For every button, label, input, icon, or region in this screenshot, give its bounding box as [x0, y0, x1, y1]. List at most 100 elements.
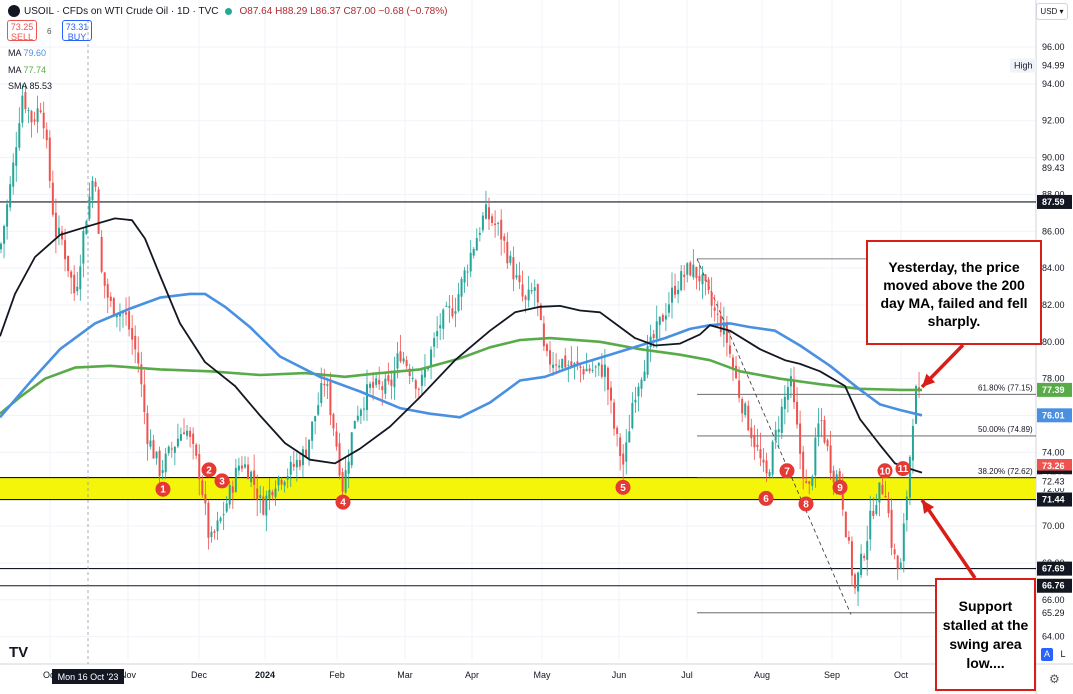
candle-body	[94, 181, 97, 187]
currency-selector[interactable]: USD ▾	[1036, 3, 1068, 20]
symbol-title[interactable]: USOIL · CFDs on WTI Crude Oil · 1D · TVC	[24, 5, 219, 17]
candle-body	[875, 505, 878, 514]
candle-body	[753, 434, 756, 448]
marker-label: 7	[784, 466, 790, 477]
candle-body	[759, 449, 762, 459]
candle-body	[884, 495, 887, 498]
candle-body	[616, 427, 619, 434]
candle-body	[915, 386, 917, 424]
candle-body	[198, 454, 201, 480]
ma-black-line	[0, 217, 923, 474]
price-tag-bg	[1037, 408, 1072, 423]
legend-ma1[interactable]: MA 79.60	[8, 48, 46, 58]
candle-body	[475, 238, 478, 251]
price-tag-bg	[1037, 605, 1072, 620]
x-tick-label: Mar	[397, 670, 413, 680]
marker-label: 3	[219, 476, 225, 487]
marker-label: 5	[620, 483, 626, 494]
candle-body	[549, 350, 551, 365]
gear-icon[interactable]: ⚙	[1049, 672, 1060, 686]
legend-sma[interactable]: SMA 85.53	[8, 81, 52, 91]
candle-body	[146, 413, 149, 445]
candle-body	[54, 212, 57, 238]
candle-body	[637, 386, 640, 397]
candle-body	[491, 216, 494, 223]
marker-circle	[779, 463, 795, 479]
candle-body	[881, 484, 884, 494]
support-band	[0, 477, 1036, 500]
marker-label: 11	[898, 464, 909, 475]
candle-body	[716, 313, 719, 315]
log-scale-button[interactable]: L	[1060, 649, 1066, 659]
candle-body	[860, 553, 863, 576]
candle-body	[225, 503, 228, 512]
candle-body	[237, 465, 240, 471]
candle-body	[128, 311, 131, 330]
candle-body	[744, 403, 747, 415]
candle-body	[695, 266, 698, 279]
candle-body	[347, 461, 350, 474]
candle-body	[155, 451, 158, 459]
candle-body	[359, 409, 362, 416]
candle-body	[506, 241, 509, 264]
candle-body	[771, 441, 774, 475]
marker-circle	[214, 473, 230, 489]
buy-button[interactable]: 73.31 BUY	[62, 20, 92, 42]
candle-body	[15, 147, 18, 166]
x-tick-label: Dec	[191, 670, 208, 680]
candle-body	[57, 227, 60, 235]
y-tick-label: 64.00	[1042, 632, 1065, 642]
candle-body	[408, 368, 411, 377]
marker-circle	[877, 463, 893, 479]
candle-body	[161, 469, 164, 474]
candle-body	[463, 270, 466, 283]
candle-body	[850, 541, 853, 576]
oil-symbol-icon	[8, 5, 20, 17]
candle-body	[500, 219, 503, 240]
candle-body	[896, 555, 899, 569]
candle-body	[610, 387, 612, 401]
candle-body	[189, 430, 192, 437]
candle-body	[838, 471, 841, 484]
cursor-date: Mon 16 Oct '23	[58, 672, 119, 682]
candle-body	[396, 353, 399, 369]
candle-body	[430, 349, 433, 367]
candle-body	[109, 296, 112, 302]
candle-body	[97, 189, 100, 234]
candle-body	[872, 510, 875, 516]
x-tick-label: Oct	[43, 670, 58, 680]
candle-body	[466, 271, 469, 273]
candle-body	[158, 450, 161, 477]
candle-body	[247, 464, 250, 480]
candle-body	[250, 471, 253, 483]
candle-body	[777, 429, 780, 433]
marker-label: 4	[340, 498, 346, 509]
candle-body	[847, 536, 850, 541]
legend-ma2[interactable]: MA 77.74	[8, 65, 46, 75]
candle-body	[902, 523, 905, 562]
candle-body	[51, 182, 54, 215]
candle-body	[561, 358, 564, 369]
price-tag: 71.44	[1042, 495, 1065, 505]
candle-body	[265, 495, 268, 516]
annotation-arrow-2-head	[922, 500, 935, 514]
sell-button[interactable]: 73.25 SELL	[7, 20, 37, 42]
sma-label: SMA	[8, 81, 28, 91]
x-tick-label: Apr	[465, 670, 479, 680]
candle-body	[732, 357, 734, 368]
candle-body	[844, 511, 847, 538]
x-tick-label: May	[533, 670, 551, 680]
swing-dashed-line	[696, 258, 852, 615]
candle-body	[192, 433, 195, 444]
candle-body	[378, 379, 381, 385]
candle-body	[521, 284, 524, 297]
auto-scale-button[interactable]: A	[1041, 648, 1053, 661]
ma1-label: MA	[8, 48, 22, 58]
candle-body	[481, 215, 484, 231]
candle-body	[713, 307, 716, 311]
candle-body	[414, 380, 417, 389]
candle-body	[451, 308, 454, 317]
candle-body	[796, 401, 799, 425]
candle-body	[908, 457, 911, 498]
